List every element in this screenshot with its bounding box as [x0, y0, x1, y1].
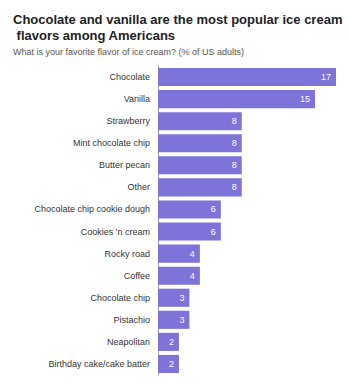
- svg-text:flavors among Americans: flavors among Americans: [13, 28, 175, 43]
- svg-text:Vanilla: Vanilla: [124, 94, 150, 104]
- svg-text:2: 2: [169, 359, 174, 369]
- svg-text:3: 3: [179, 315, 184, 325]
- svg-text:8: 8: [232, 160, 237, 170]
- svg-text:3: 3: [179, 293, 184, 303]
- svg-text:6: 6: [211, 227, 216, 237]
- svg-text:Birthday cake/cake batter: Birthday cake/cake batter: [48, 359, 150, 369]
- svg-text:Rocky road: Rocky road: [104, 249, 150, 259]
- svg-text:Butter pecan: Butter pecan: [99, 160, 150, 170]
- svg-text:Neapolitan: Neapolitan: [107, 337, 150, 347]
- svg-text:4: 4: [190, 249, 195, 259]
- svg-text:8: 8: [232, 182, 237, 192]
- svg-text:4: 4: [190, 271, 195, 281]
- svg-text:Pistachio: Pistachio: [113, 315, 150, 325]
- svg-text:Cookies 'n cream: Cookies 'n cream: [81, 227, 150, 237]
- svg-text:Mint chocolate chip: Mint chocolate chip: [73, 138, 150, 148]
- svg-text:15: 15: [300, 94, 310, 104]
- svg-text:Chocolate: Chocolate: [109, 72, 150, 82]
- svg-text:Coffee: Coffee: [124, 271, 150, 281]
- svg-text:6: 6: [211, 204, 216, 214]
- svg-text:8: 8: [232, 138, 237, 148]
- svg-text:Chocolate chip: Chocolate chip: [90, 293, 150, 303]
- svg-text:Other: Other: [127, 182, 150, 192]
- svg-text:2: 2: [169, 337, 174, 347]
- svg-text:Chocolate and vanilla are the: Chocolate and vanilla are the most popul…: [13, 12, 342, 27]
- svg-text:Strawberry: Strawberry: [106, 116, 150, 126]
- svg-text:What is your favorite flavor o: What is your favorite flavor of ice crea…: [13, 47, 244, 57]
- svg-text:8: 8: [232, 116, 237, 126]
- svg-text:Chocolate chip cookie dough: Chocolate chip cookie dough: [34, 204, 150, 214]
- svg-text:17: 17: [321, 72, 331, 82]
